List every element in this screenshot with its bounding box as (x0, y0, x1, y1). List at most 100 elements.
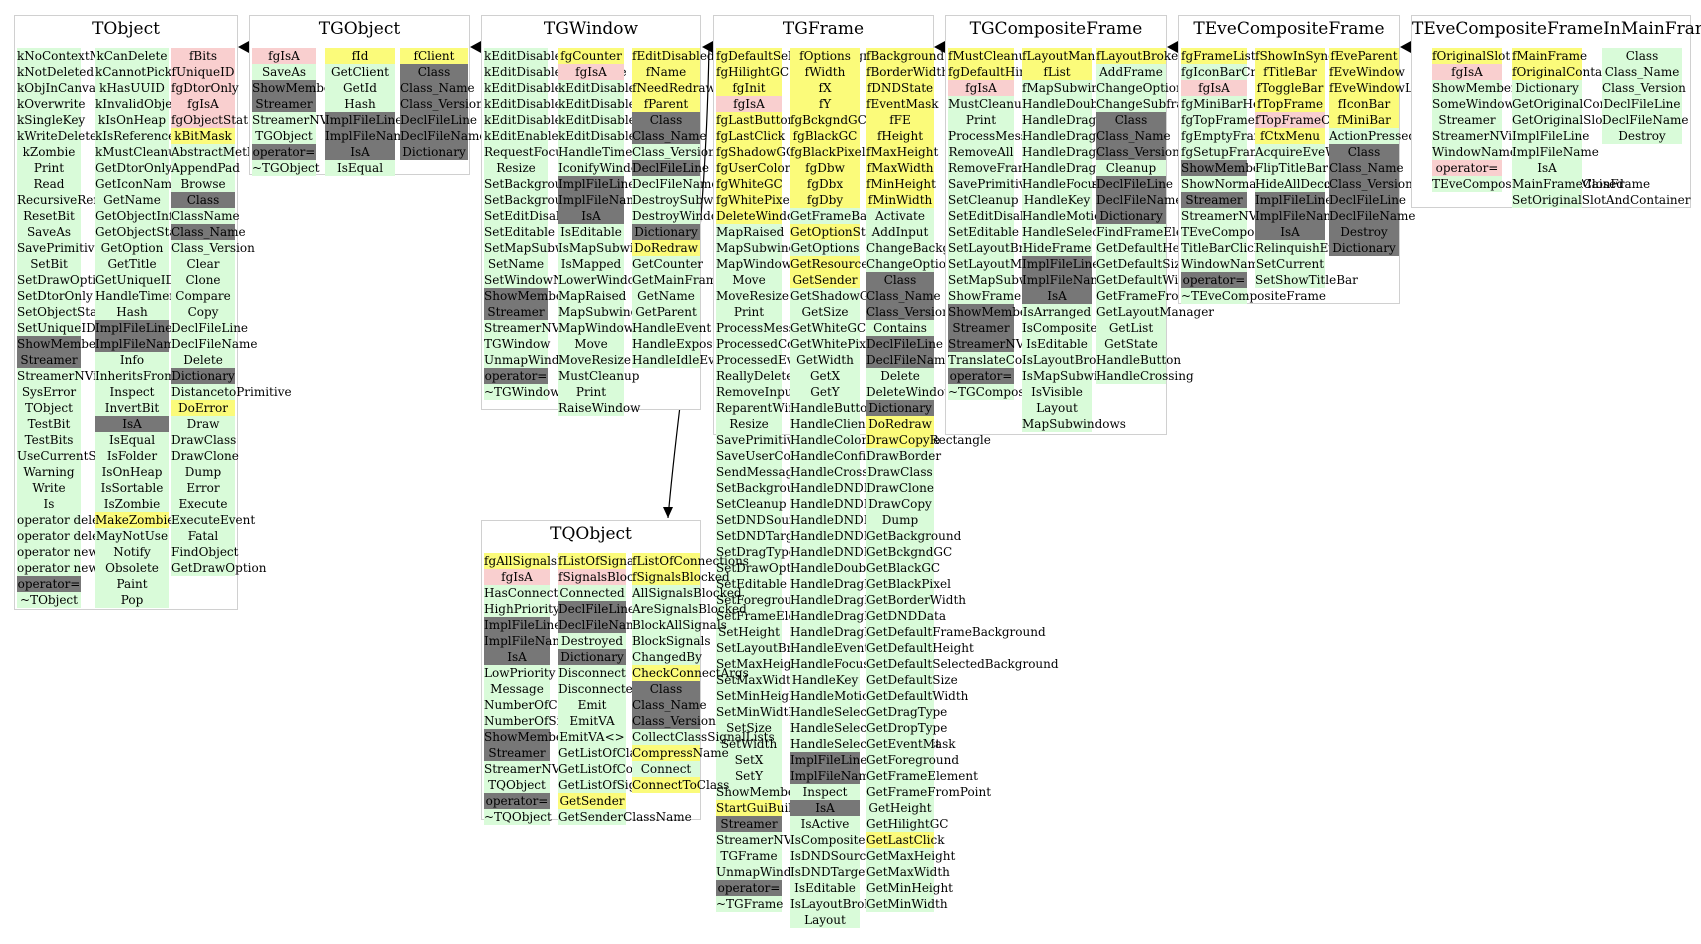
member-layout[interactable]: Layout (790, 912, 860, 928)
member-operator[interactable]: operator= (716, 880, 782, 896)
member-handleselection[interactable]: HandleSelection (790, 704, 891, 720)
member-getminheight[interactable]: GetMinHeight (866, 880, 953, 896)
member-delete[interactable]: Delete (171, 352, 235, 368)
member-changeoptions[interactable]: ChangeOptions (866, 256, 960, 272)
member-koverwrite[interactable]: kOverwrite (17, 96, 86, 112)
member-isfolder[interactable]: IsFolder (95, 448, 169, 464)
member-declfileline[interactable]: DeclFileLine (400, 112, 477, 128)
member-setdndsource[interactable]: SetDNDSource (716, 512, 809, 528)
member-handlemotion[interactable]: HandleMotion (790, 688, 877, 704)
member-somewindowclosed[interactable]: SomeWindowClosed (1432, 96, 1556, 112)
member-aresignalsblocked[interactable]: AreSignalsBlocked (632, 601, 747, 617)
member-execute[interactable]: Execute (171, 496, 235, 512)
member-streamer[interactable]: Streamer (484, 745, 550, 761)
member-declfilename[interactable]: DeclFileName (866, 352, 953, 368)
member-fgsetupframemarkup[interactable]: fgSetupFrameMarkup (1181, 144, 1316, 160)
member-ftogglebar[interactable]: fToggleBar (1255, 80, 1325, 96)
member-fmapsubwindows[interactable]: fMapSubwindows (1022, 80, 1130, 96)
member-setobjectstat[interactable]: SetObjectStat (17, 304, 102, 320)
member-implfileline[interactable]: ImplFileLine (558, 176, 635, 192)
member-fneedredraw[interactable]: fNeedRedraw (632, 80, 716, 96)
member-showmembers[interactable]: ShowMembers (484, 729, 575, 745)
member-getoptions[interactable]: GetOptions (790, 240, 860, 256)
member-makezombie[interactable]: MakeZombie (95, 512, 174, 528)
class-box-tqobject[interactable]: TQObject fgAllSignalsBlocked fgIsA HasConne… (481, 520, 775, 825)
member-isequal[interactable]: IsEqual (95, 432, 169, 448)
member-mapsubwindows[interactable]: MapSubwindows (716, 240, 820, 256)
member-fid[interactable]: fId (325, 48, 395, 64)
member-hasconnection[interactable]: HasConnection (484, 585, 577, 601)
member-handledragmotion[interactable]: HandleDragMotion (790, 624, 907, 640)
member-getmainframe[interactable]: GetMainFrame (632, 272, 724, 288)
member-read[interactable]: Read (17, 176, 81, 192)
member-checkconnectargs[interactable]: CheckConnectArgs (632, 665, 749, 681)
member-isa[interactable]: IsA (1022, 288, 1092, 304)
member-getblackgc[interactable]: GetBlackGC (866, 560, 940, 576)
member-blocksignals[interactable]: BlockSignals (632, 633, 711, 649)
member-getstate[interactable]: GetState (1096, 336, 1166, 352)
member-setcurrent[interactable]: SetCurrent (1255, 256, 1325, 272)
member-addinput[interactable]: AddInput (866, 224, 934, 240)
member-browse[interactable]: Browse (171, 176, 235, 192)
member-declfilename[interactable]: DeclFileName (1602, 112, 1689, 128)
member-showmembers[interactable]: ShowMembers (716, 784, 807, 800)
member-reparentwindow[interactable]: ReparentWindow (716, 400, 821, 416)
member-class-name[interactable]: Class_Name (1096, 128, 1171, 144)
member-class-name[interactable]: Class_Name (632, 128, 707, 144)
member-setbit[interactable]: SetBit (17, 256, 81, 272)
member-operator[interactable]: operator= (17, 576, 81, 592)
member-dump[interactable]: Dump (171, 464, 235, 480)
member-mustcleanup[interactable]: MustCleanup (558, 368, 639, 384)
member-keditdisable[interactable]: kEditDisable (558, 80, 636, 96)
member-drawcopy[interactable]: DrawCopy (866, 496, 934, 512)
member-handleevent[interactable]: HandleEvent (790, 640, 869, 656)
member-getdefaultheight[interactable]: GetDefaultHeight (1096, 240, 1204, 256)
member-fheight[interactable]: fHeight (866, 128, 934, 144)
member-acquireevewindow[interactable]: AcquireEveWindow (1255, 144, 1374, 160)
member-activate[interactable]: Activate (866, 208, 934, 224)
member-tqobject[interactable]: ~TQObject (484, 809, 552, 825)
member-move[interactable]: Move (558, 336, 624, 352)
member-implfilename[interactable]: ImplFileName (790, 768, 877, 784)
member-class[interactable]: Class (632, 112, 700, 128)
member-fname[interactable]: fName (632, 64, 700, 80)
member-dictionary[interactable]: Dictionary (632, 224, 700, 240)
member-setdrawoption[interactable]: SetDrawOption (17, 272, 111, 288)
member-class[interactable]: Class (171, 192, 235, 208)
member-disconnected[interactable]: Disconnected (558, 681, 640, 697)
member-declfilename[interactable]: DeclFileName (632, 176, 719, 192)
member-moveresize[interactable]: MoveResize (558, 352, 631, 368)
member-error[interactable]: Error (171, 480, 235, 496)
member-kisreferenced[interactable]: kIsReferenced (95, 128, 183, 144)
member-operator[interactable]: operator= (484, 793, 550, 809)
member-relinquishevewindow[interactable]: RelinquishEveWindow (1255, 240, 1391, 256)
member-getresourcepool[interactable]: GetResourcePool (790, 256, 894, 272)
member-getbackground[interactable]: GetBackground (866, 528, 961, 544)
member-inspect[interactable]: Inspect (790, 784, 860, 800)
member-isa[interactable]: IsA (558, 208, 624, 224)
member-handleexpose[interactable]: HandleExpose (632, 336, 720, 352)
member-inspect[interactable]: Inspect (95, 384, 169, 400)
member-draw[interactable]: Draw (171, 416, 235, 432)
member-implfilename[interactable]: ImplFileName (484, 633, 571, 649)
member-getminwidth[interactable]: GetMinWidth (866, 896, 948, 912)
member-class-version[interactable]: Class_Version (1096, 144, 1180, 160)
member-setsize[interactable]: SetSize (716, 720, 782, 736)
member-isa[interactable]: IsA (484, 649, 550, 665)
member-dictionary[interactable]: Dictionary (866, 400, 934, 416)
member-streamernvirtual[interactable]: StreamerNVirtual (17, 368, 126, 384)
member-getdefaultwidth[interactable]: GetDefaultWidth (866, 688, 968, 704)
member-isa[interactable]: IsA (1512, 160, 1582, 176)
member-getdnddata[interactable]: GetDNDData (866, 608, 946, 624)
member-fgisa[interactable]: fgIsA (484, 569, 550, 585)
member-collectclasssignallists[interactable]: CollectClassSignalLists (632, 729, 775, 745)
member-implfileline[interactable]: ImplFileLine (1255, 192, 1332, 208)
member-mapraised[interactable]: MapRaised (716, 224, 784, 240)
member-ftitlebar[interactable]: fTitleBar (1255, 64, 1325, 80)
member-paint[interactable]: Paint (95, 576, 169, 592)
member-mapsubwindows[interactable]: MapSubwindows (1022, 416, 1126, 432)
member-compare[interactable]: Compare (171, 288, 235, 304)
member-isvisible[interactable]: IsVisible (1022, 384, 1092, 400)
member-getobjectinfo[interactable]: GetObjectInfo (95, 208, 181, 224)
member-testbits[interactable]: TestBits (17, 432, 81, 448)
